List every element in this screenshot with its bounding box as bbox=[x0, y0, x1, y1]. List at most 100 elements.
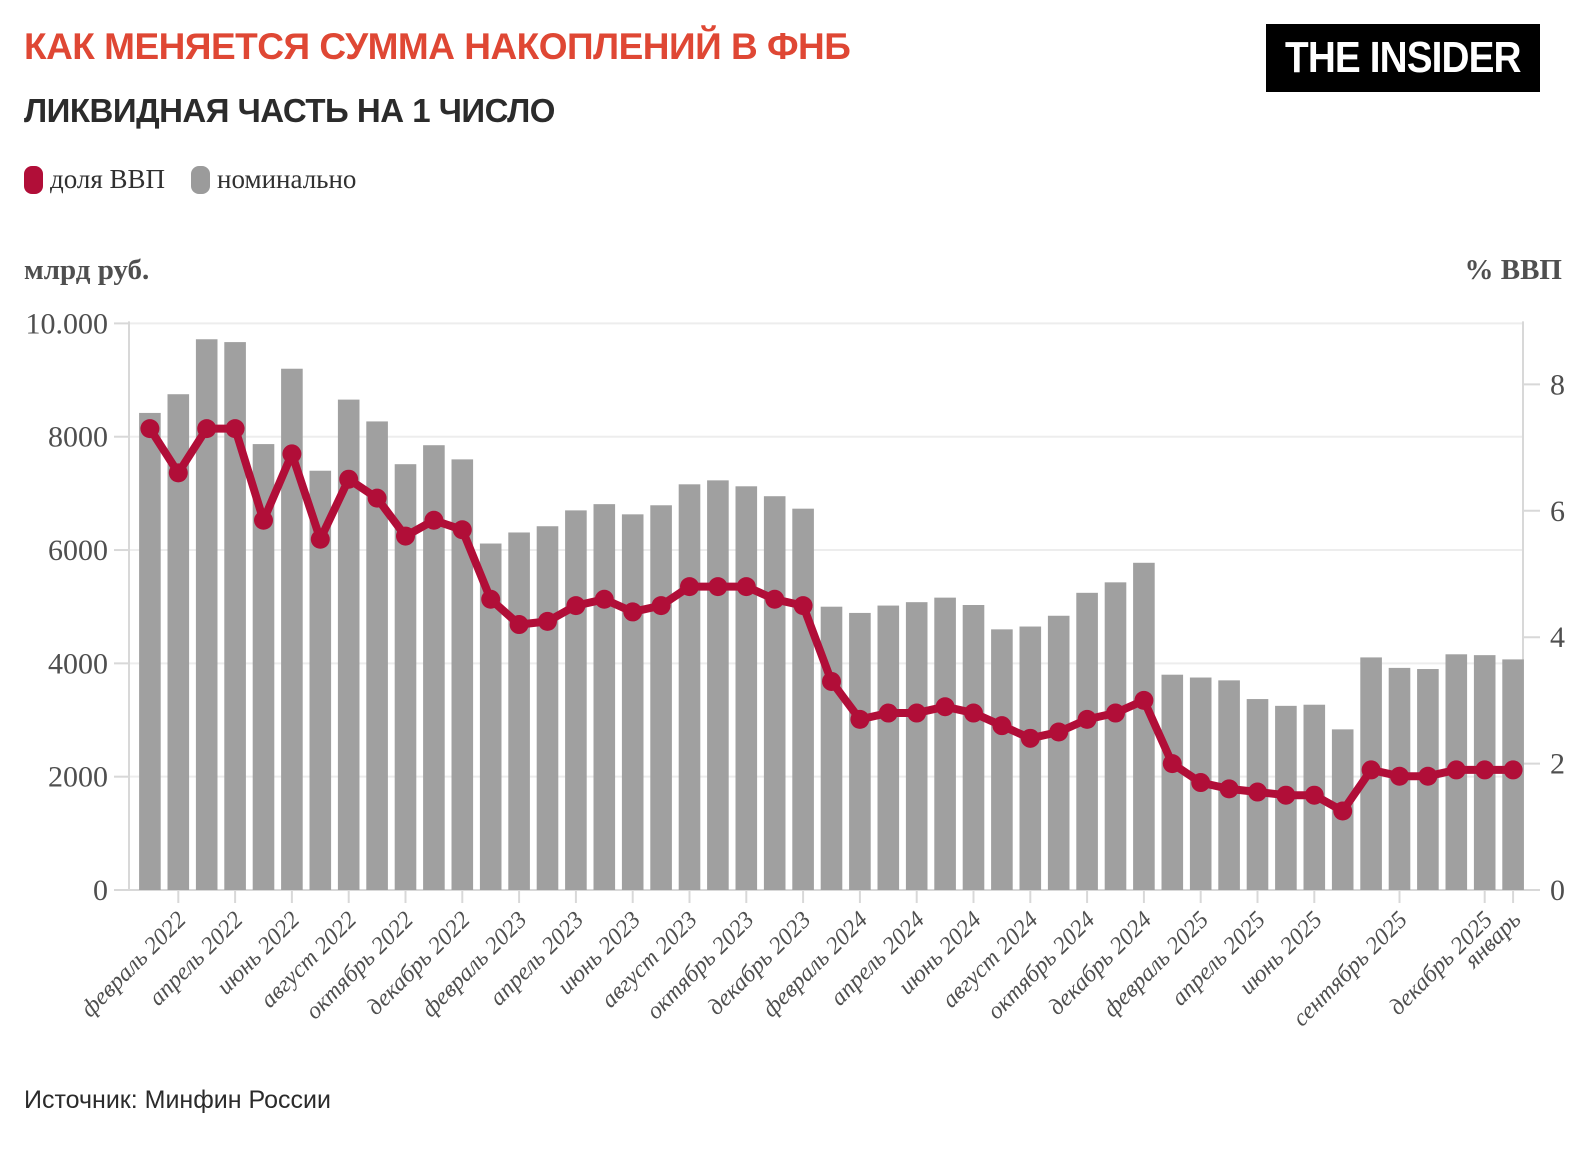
the-insider-logo: THE INSIDER bbox=[1266, 24, 1540, 92]
line-point bbox=[197, 419, 217, 439]
left-tick-label: 4000 bbox=[48, 647, 108, 680]
line-point bbox=[1162, 754, 1182, 774]
left-tick-label: 0 bbox=[93, 874, 108, 907]
left-axis-title: млрд руб. bbox=[24, 254, 150, 286]
line-point bbox=[907, 703, 927, 723]
line-point bbox=[1248, 782, 1267, 802]
legend-swatch-nominal bbox=[191, 165, 211, 194]
line-point bbox=[1020, 728, 1040, 748]
bar bbox=[792, 508, 814, 890]
line-point bbox=[623, 602, 643, 622]
line-point bbox=[140, 419, 160, 439]
line-point bbox=[424, 510, 444, 530]
line-point bbox=[509, 615, 529, 635]
line-point bbox=[935, 697, 955, 717]
legend-item-nominal: номинально bbox=[191, 164, 356, 195]
logo-text: THE INSIDER bbox=[1285, 33, 1521, 82]
line-point bbox=[1503, 760, 1523, 780]
line-point bbox=[1361, 760, 1381, 780]
line-point bbox=[822, 671, 841, 691]
bar bbox=[139, 412, 161, 890]
legend-swatch-gdp-share bbox=[24, 165, 43, 194]
line-point bbox=[1276, 785, 1296, 805]
line-point bbox=[339, 469, 359, 489]
bar bbox=[934, 597, 956, 890]
right-axis-title: % ВВП bbox=[1464, 254, 1563, 286]
line-point bbox=[594, 589, 614, 609]
bar bbox=[1019, 626, 1042, 890]
bar bbox=[224, 342, 246, 891]
line-point bbox=[225, 419, 245, 439]
chart-legend: доля ВВП номинально bbox=[24, 164, 356, 195]
line-point bbox=[367, 488, 387, 508]
line-point bbox=[1077, 709, 1097, 729]
line-point bbox=[566, 596, 586, 616]
bar bbox=[1076, 592, 1098, 890]
bar bbox=[650, 505, 672, 890]
bar bbox=[991, 629, 1013, 890]
bar bbox=[621, 514, 644, 890]
bar bbox=[309, 470, 332, 890]
bar bbox=[593, 504, 616, 890]
line-point bbox=[254, 510, 273, 530]
bar bbox=[1161, 674, 1184, 890]
line-point bbox=[680, 577, 699, 597]
bar bbox=[536, 526, 559, 890]
left-tick-label: 8000 bbox=[48, 421, 108, 454]
line-point bbox=[1418, 766, 1438, 786]
line-point bbox=[1333, 801, 1353, 821]
bar bbox=[763, 496, 786, 890]
bar bbox=[252, 444, 275, 890]
bar bbox=[337, 399, 360, 890]
bar bbox=[1047, 615, 1070, 890]
line-point bbox=[793, 596, 813, 616]
right-tick-label: 0 bbox=[1550, 874, 1565, 907]
left-tick-label: 10.000 bbox=[26, 307, 109, 340]
line-point bbox=[850, 709, 870, 729]
bar bbox=[820, 606, 843, 890]
bar bbox=[366, 421, 388, 890]
line-point bbox=[1049, 722, 1069, 742]
line-point bbox=[396, 526, 415, 546]
bar bbox=[877, 605, 900, 890]
line-point bbox=[1390, 766, 1409, 786]
bar bbox=[849, 612, 871, 890]
line-point bbox=[1219, 779, 1239, 799]
right-tick-label: 4 bbox=[1550, 621, 1565, 654]
source-note: Источник: Минфин России bbox=[24, 1086, 331, 1114]
left-tick-label: 6000 bbox=[48, 534, 108, 567]
bar bbox=[905, 602, 928, 890]
bar bbox=[707, 480, 729, 890]
line-point bbox=[1191, 773, 1211, 793]
line-point bbox=[651, 596, 671, 616]
legend-item-gdp-share: доля ВВП bbox=[24, 164, 165, 195]
line-point bbox=[452, 520, 472, 540]
page-title: КАК МЕНЯЕТСЯ СУММА НАКОПЛЕНИЙ В ФНБ bbox=[24, 26, 851, 67]
bar bbox=[1133, 562, 1155, 890]
line-point bbox=[282, 444, 302, 464]
legend-label: номинально bbox=[217, 164, 357, 194]
bar bbox=[508, 532, 530, 890]
bar bbox=[678, 484, 701, 890]
right-tick-label: 8 bbox=[1550, 368, 1565, 401]
right-tick-label: 2 bbox=[1550, 748, 1565, 781]
line-point bbox=[1475, 760, 1495, 780]
bar bbox=[735, 486, 758, 890]
bar bbox=[451, 459, 474, 890]
bar bbox=[281, 368, 303, 890]
line-point bbox=[168, 463, 188, 483]
bar bbox=[565, 510, 587, 890]
bar bbox=[423, 445, 445, 890]
line-point bbox=[1446, 760, 1466, 780]
legend-label: доля ВВП bbox=[50, 164, 166, 194]
bar bbox=[479, 543, 502, 890]
line-point bbox=[964, 703, 983, 723]
line-point bbox=[765, 589, 785, 609]
line-point bbox=[708, 577, 728, 597]
line-point bbox=[736, 577, 756, 597]
bar bbox=[1104, 582, 1127, 890]
line-point bbox=[1106, 703, 1125, 723]
bar bbox=[962, 605, 985, 890]
